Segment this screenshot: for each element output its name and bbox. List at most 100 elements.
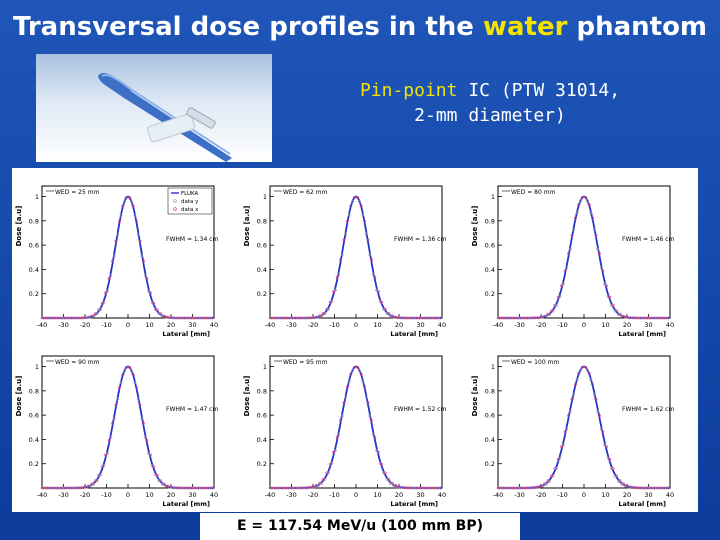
x-tick-label: -20 [80, 491, 91, 499]
caption-line-2: 2-mm diameter) [414, 105, 566, 126]
data-y-point [47, 486, 51, 490]
data-x-point [294, 316, 298, 320]
data-x-point [642, 486, 646, 490]
data-y-point [136, 233, 140, 237]
data-x-point [618, 312, 622, 316]
data-x-point [207, 486, 211, 490]
data-y-point [160, 482, 164, 486]
data-y-point [572, 392, 576, 396]
data-y-point [171, 316, 175, 320]
data-y-point [191, 486, 195, 490]
data-x-point [325, 471, 329, 475]
data-x-point [332, 450, 336, 454]
data-x-point [155, 308, 159, 312]
data-y-point [658, 316, 662, 320]
data-y-point [423, 486, 427, 490]
data-y-point [334, 288, 337, 292]
data-x-point [297, 486, 301, 490]
data-x-point [142, 259, 145, 263]
data-x-point [297, 316, 301, 320]
data-y-point [285, 316, 289, 320]
data-x-point [304, 316, 308, 320]
data-x-point [608, 295, 612, 299]
data-y-point [44, 316, 47, 320]
fwhm-label: FWHM = 1.52 cm [394, 406, 446, 413]
y-tick-label: 0.4 [485, 266, 495, 274]
x-tick-label: -10 [557, 321, 568, 329]
data-x-point [284, 486, 287, 490]
data-x-point [186, 316, 190, 320]
data-y-point [544, 314, 548, 318]
data-y-point [178, 486, 182, 490]
data-x-point [653, 486, 656, 490]
data-y-point [364, 232, 368, 236]
data-y-point [603, 282, 607, 286]
data-y-point [520, 486, 524, 490]
data-x-point [273, 316, 277, 320]
x-tick-label: 30 [644, 491, 652, 499]
data-y-point [57, 486, 61, 490]
data-x-point [193, 486, 197, 490]
data-x-point [615, 309, 619, 313]
data-x-point [200, 316, 204, 320]
x-axis-label: Lateral [mm] [162, 500, 210, 508]
data-x-point [515, 486, 519, 490]
data-y-point [185, 316, 188, 320]
data-x-point [611, 303, 615, 307]
data-y-point [358, 369, 361, 372]
data-y-point [209, 486, 213, 490]
data-y-point [78, 316, 82, 320]
data-x-point [315, 315, 318, 319]
data-x-point [363, 385, 367, 389]
data-x-point [411, 486, 415, 490]
data-x-point [87, 315, 90, 319]
data-x-point [56, 486, 59, 490]
y-tick-label: 0.6 [485, 242, 495, 250]
data-x-point [335, 436, 339, 439]
data-y-point [423, 316, 427, 320]
data-x-point [172, 316, 176, 320]
data-y-point [202, 486, 206, 490]
data-x-point [512, 316, 515, 320]
data-y-point [361, 380, 365, 383]
data-y-point [416, 316, 420, 320]
data-y-point [565, 266, 569, 270]
data-x-point [277, 486, 281, 490]
data-y-point [534, 316, 538, 320]
title-highlight-water: water [482, 12, 568, 42]
data-x-point [380, 300, 384, 304]
data-x-point [659, 316, 663, 320]
data-y-point [272, 316, 275, 320]
data-x-point [190, 486, 194, 490]
data-x-point [390, 314, 394, 318]
data-x-point [543, 482, 546, 486]
data-x-point [563, 430, 567, 434]
data-x-point [653, 316, 656, 320]
data-x-point [118, 386, 121, 390]
data-y-point [313, 485, 317, 489]
data-x-point [577, 371, 581, 375]
data-y-point [140, 254, 144, 258]
data-y-point [589, 378, 593, 382]
data-y-point [665, 486, 669, 490]
data-y-point [500, 486, 503, 490]
data-y-point [136, 397, 140, 401]
data-y-point [565, 427, 569, 431]
data-x-point [59, 316, 63, 320]
x-tick-label: 40 [210, 491, 218, 499]
data-x-point [508, 316, 512, 320]
data-x-point [69, 486, 73, 490]
data-x-point [339, 258, 342, 262]
data-x-point [166, 315, 170, 319]
data-y-point [402, 316, 406, 320]
data-y-point [616, 479, 620, 483]
data-y-point [205, 486, 209, 490]
x-axis-label: Lateral [mm] [390, 330, 438, 338]
data-y-point [40, 316, 44, 320]
caption-line-1-rest: IC (PTW 31014, [457, 80, 621, 101]
data-x-point [380, 462, 384, 466]
data-y-point [154, 308, 157, 312]
data-y-point [178, 316, 182, 320]
data-x-point [611, 467, 615, 471]
data-x-point [383, 471, 387, 475]
